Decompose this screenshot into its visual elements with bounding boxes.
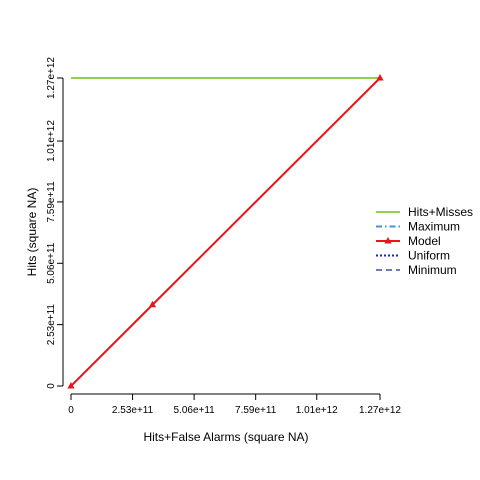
- data-point: [376, 74, 384, 81]
- legend-label: Hits+Misses: [408, 205, 473, 219]
- y-tick-label: 1.27e+12: [46, 57, 57, 99]
- y-tick-label: 5.06e+11: [46, 242, 57, 284]
- data-point: [67, 382, 75, 389]
- y-tick-label: 1.01e+12: [46, 120, 57, 162]
- axes: 0 2.53e+11 5.06e+11 7.59e+11 1.01e+12 1.27e+1…: [46, 57, 401, 416]
- y-axis-title: Hits (square NA): [25, 188, 39, 277]
- x-tick-label: 5.06e+11: [173, 405, 215, 416]
- legend-label: Maximum: [408, 220, 460, 234]
- y-tick-label: 2.53e+11: [46, 304, 57, 346]
- x-axis-title: Hits+False Alarms (square NA): [143, 430, 308, 444]
- y-tick-label: 7.59e+11: [46, 181, 57, 223]
- data-point: [148, 300, 157, 308]
- legend-marker: [384, 237, 392, 244]
- x-tick-label: 0: [68, 405, 74, 416]
- legend-label: Minimum: [408, 263, 457, 277]
- x-tick-label: 1.27e+12: [359, 405, 401, 416]
- legend-label: Uniform: [408, 249, 450, 263]
- y-tick-label: 0: [46, 383, 57, 389]
- x-tick-label: 1.01e+12: [296, 405, 338, 416]
- series-layer: [67, 74, 384, 389]
- x-tick-label: 7.59e+11: [235, 405, 277, 416]
- x-tick-label: 2.53e+11: [112, 405, 154, 416]
- legend-label: Model: [408, 234, 441, 248]
- series-line-model: [70, 77, 381, 387]
